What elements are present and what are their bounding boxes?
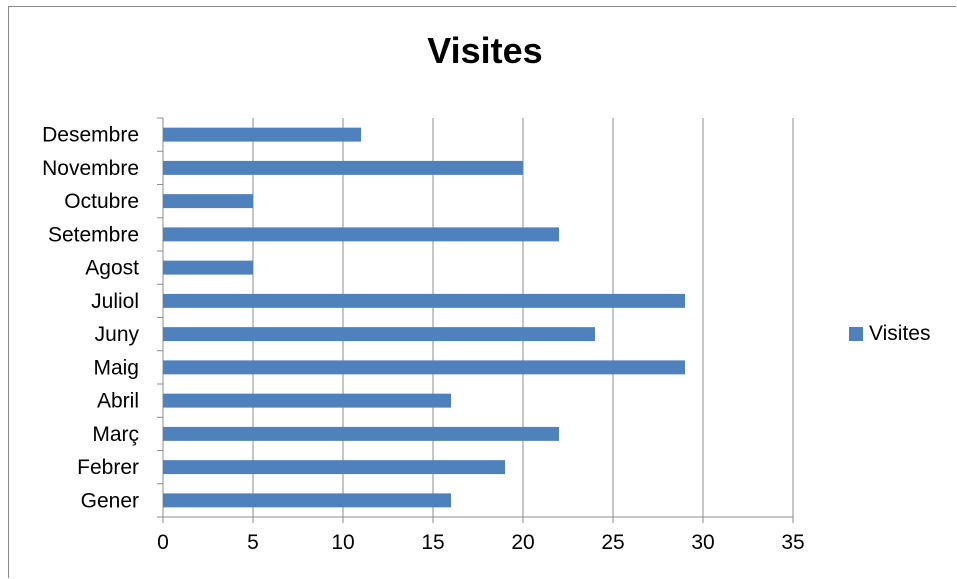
y-tick-label: Juliol <box>91 290 139 313</box>
x-tick-label: 0 <box>157 531 169 554</box>
chart-title: Visites <box>427 30 543 71</box>
y-tick-label: Abril <box>97 390 139 413</box>
bar <box>163 194 253 209</box>
x-tick-label: 25 <box>601 531 624 554</box>
bar <box>163 360 685 375</box>
y-tick-label: Gener <box>81 489 139 512</box>
legend: Visites <box>849 322 930 346</box>
bar <box>163 160 523 175</box>
bar <box>163 327 595 342</box>
bar <box>163 493 451 508</box>
y-tick-label: Febrer <box>77 456 139 479</box>
x-tick-label: 5 <box>247 531 259 554</box>
bar <box>163 293 685 308</box>
y-tick-label: Octubre <box>64 190 139 213</box>
x-tick-label: 15 <box>421 531 444 554</box>
y-tick-label: Setembre <box>48 223 139 246</box>
x-tick-label: 10 <box>331 531 354 554</box>
x-tick-label: 35 <box>781 531 804 554</box>
y-tick-label: Novembre <box>42 157 139 180</box>
legend-swatch <box>849 327 863 341</box>
y-tick-label: Març <box>92 423 139 446</box>
x-tick-label: 20 <box>511 531 534 554</box>
chart-frame <box>8 6 956 578</box>
y-tick-label: Juny <box>95 323 140 346</box>
bar <box>163 260 253 275</box>
legend-label: Visites <box>869 322 931 345</box>
bar <box>163 227 559 242</box>
bar <box>163 393 451 408</box>
bar <box>163 426 559 441</box>
x-tick-label: 30 <box>691 531 714 554</box>
y-tick-label: Desembre <box>42 124 139 147</box>
bar <box>163 460 505 475</box>
y-tick-label: Agost <box>85 257 139 280</box>
bar <box>163 127 361 142</box>
y-tick-label: Maig <box>93 356 139 379</box>
